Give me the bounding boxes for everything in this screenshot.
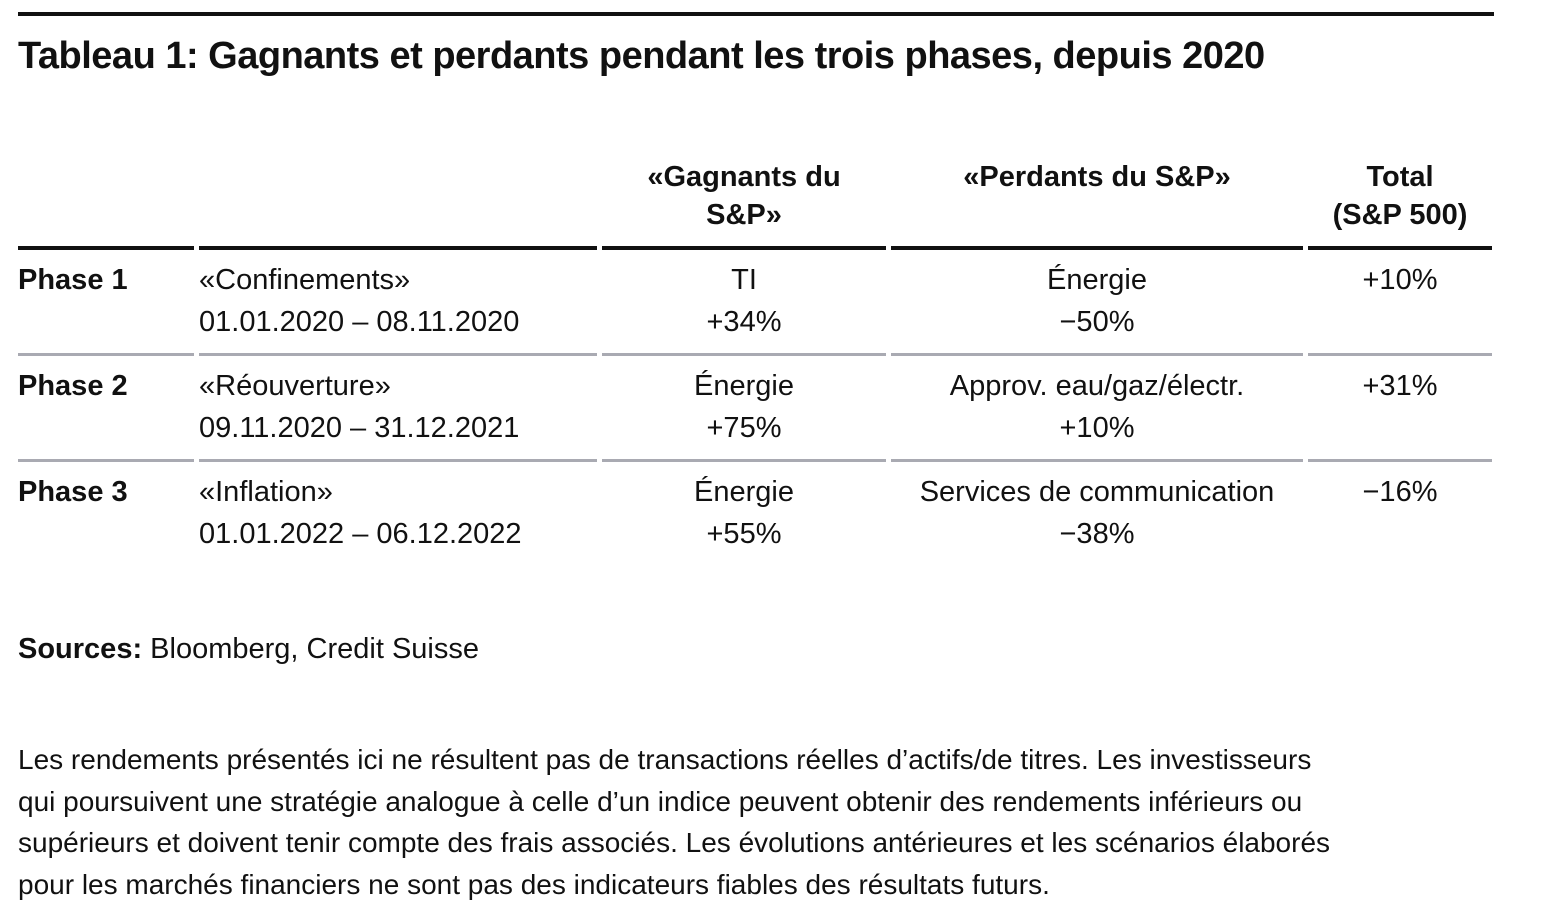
phases-table: «Gagnants du S&P» «Perdants du S&P» Tota… [13,154,1497,565]
loser-cell: Énergie −50% [891,250,1303,356]
sources-label: Sources: [18,633,143,665]
table-title: Tableau 1: Gagnants et perdants pendant … [18,35,1265,77]
table-row-phase-1: Phase 1 «Confinements» 01.01.2020 – 08.1… [18,250,1492,356]
winner-return: +55% [706,518,782,550]
phase-name: «Confinements» [199,264,411,296]
header-total-line1: Total [1366,161,1434,193]
winner-sector: Énergie [694,370,794,402]
disclaimer-line: supérieurs et doivent tenir compte des f… [18,827,1331,858]
disclaimer-line: Les rendements présentés ici ne résulten… [18,744,1312,775]
winner-sector: Énergie [694,476,794,508]
winner-return: +34% [706,306,782,338]
phase-label: Phase 1 [18,250,194,356]
winner-cell: Énergie +75% [602,356,886,462]
phase-label: Phase 3 [18,476,128,508]
header-gagnants-line1: «Gagnants du [647,161,841,193]
phase-description: «Confinements» 01.01.2020 – 08.11.2020 [199,250,597,356]
winner-sector: TI [731,264,757,296]
loser-cell: Approv. eau/gaz/électr. +10% [891,356,1303,462]
winner-cell: Énergie +55% [602,462,886,565]
phase-description: «Réouverture» 09.11.2020 – 31.12.2021 [199,356,597,462]
loser-return: −50% [1059,306,1135,338]
top-rule [18,12,1494,16]
total-return: −16% [1362,476,1438,508]
disclaimer-line: qui poursuivent une stratégie analogue à… [18,785,1303,817]
phase-period: 01.01.2022 – 06.12.2022 [199,518,522,550]
table-header-row: «Gagnants du S&P» «Perdants du S&P» Tota… [18,154,1492,250]
disclaimer-paragraph: Les rendements présentés ici ne résulten… [18,739,1494,905]
phase-name: «Inflation» [199,476,333,508]
phase-period: 09.11.2020 – 31.12.2021 [199,412,520,444]
header-gagnants: «Gagnants du S&P» [602,154,886,250]
loser-return: −38% [1059,518,1135,550]
table-row-phase-2: Phase 2 «Réouverture» 09.11.2020 – 31.12… [18,356,1492,462]
header-perdants-line1: «Perdants du S&P» [963,161,1231,193]
header-total: Total (S&P 500) [1308,154,1492,250]
loser-sector: Approv. eau/gaz/électr. [949,370,1245,402]
winner-return: +75% [706,412,782,444]
phase-description: «Inflation» 01.01.2022 – 06.12.2022 [199,462,597,565]
document-page: Tableau 1: Gagnants et perdants pendant … [0,12,1546,910]
sources-text: Bloomberg, Credit Suisse [150,633,479,665]
loser-cell: Services de communication −38% [891,462,1303,565]
phase-period: 01.01.2020 – 08.11.2020 [199,306,520,338]
loser-return: +10% [1059,412,1135,444]
sources-line: Sources: Bloomberg, Credit Suisse [18,631,1494,667]
header-total-line2: (S&P 500) [1332,199,1468,231]
loser-sector: Services de communication [919,476,1275,508]
loser-sector: Énergie [1047,264,1147,296]
header-gagnants-line2: S&P» [706,199,782,231]
table-row-phase-3: Phase 3 «Inflation» 01.01.2022 – 06.12.2… [18,462,1492,565]
header-description-empty [199,154,597,250]
winner-cell: TI +34% [602,250,886,356]
disclaimer-line: pour les marchés financiers ne sont pas … [18,868,1050,900]
header-perdants: «Perdants du S&P» [891,154,1303,250]
total-return: +10% [1308,250,1492,356]
phase-label: Phase 2 [18,356,194,462]
total-return: +31% [1308,356,1492,462]
header-phase-empty [18,154,194,250]
phase-name: «Réouverture» [199,370,391,402]
